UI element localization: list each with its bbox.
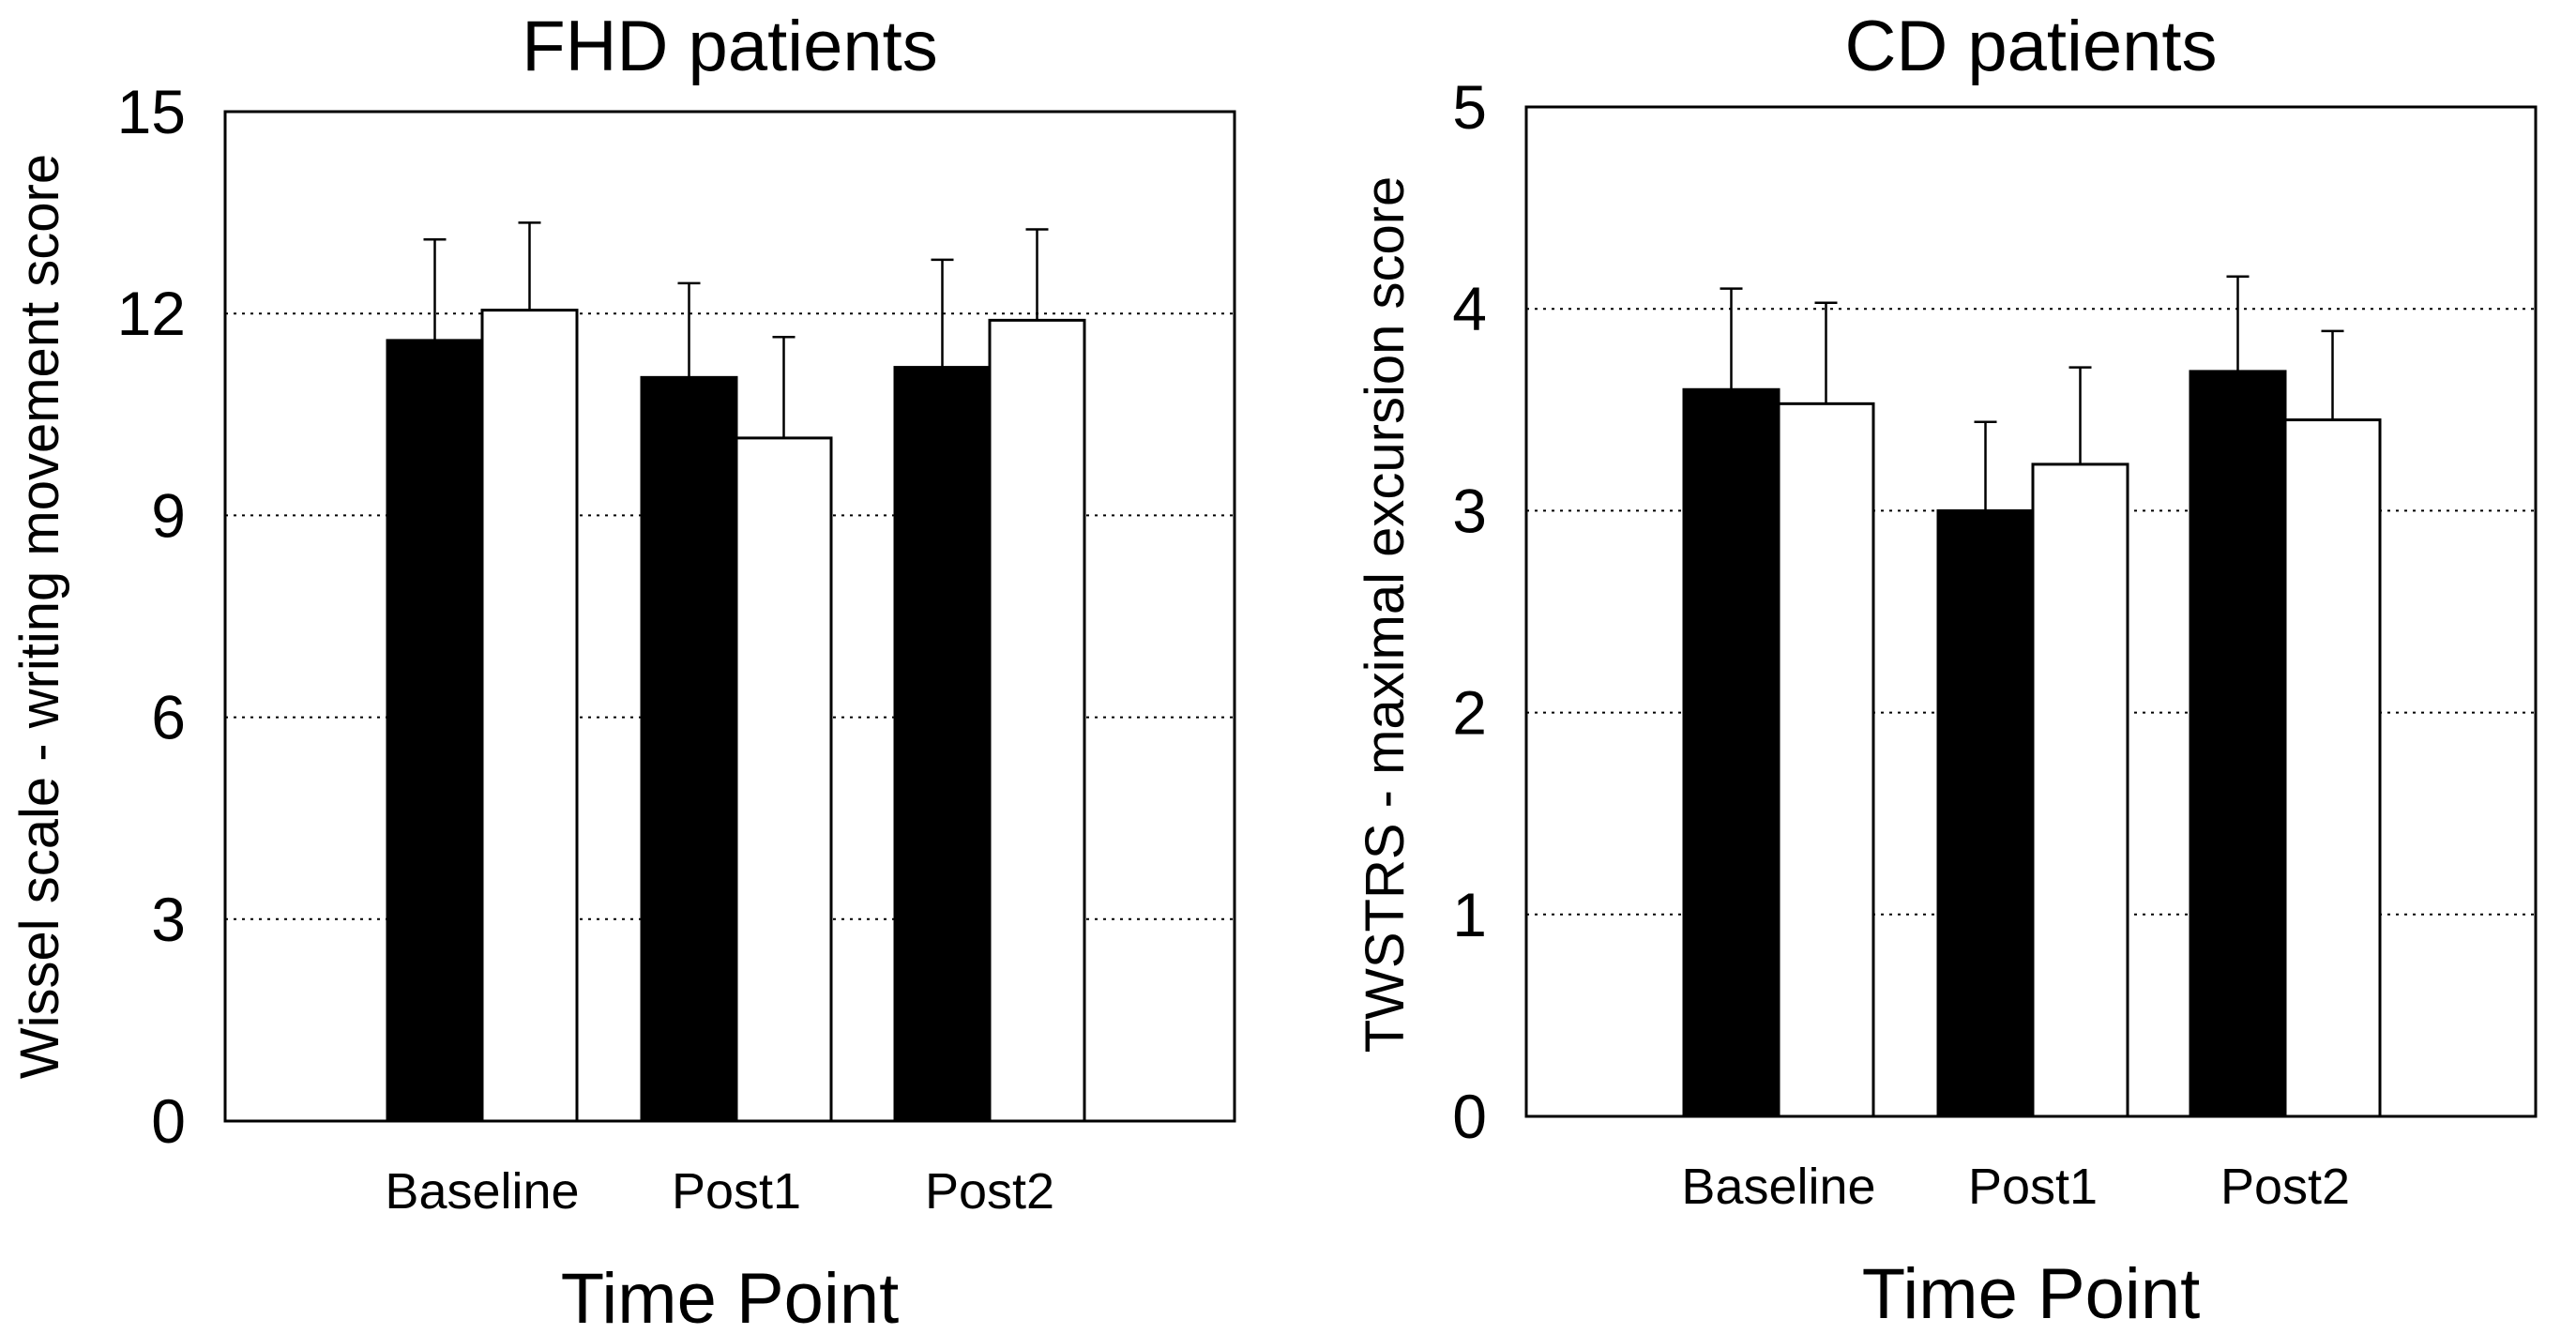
y-tick-label: 5	[1452, 72, 1487, 142]
bar	[480, 309, 579, 1123]
x-category-label: Post1	[1968, 1159, 2098, 1215]
x-category-label: Post2	[925, 1163, 1054, 1220]
fhd-chart-panel: 0 3 6 9 12 15 Baseline Post1 Post2 FHD patients…	[9, 7, 1236, 1334]
error-bars	[423, 221, 1049, 438]
y-tick-label: 3	[151, 885, 186, 954]
y-tick-label: 12	[117, 279, 186, 348]
bar	[2283, 418, 2382, 1118]
x-category-label: Baseline	[385, 1163, 579, 1220]
bar	[1936, 508, 2035, 1118]
x-category-label: Post1	[672, 1163, 801, 1220]
error-bars	[1720, 275, 2344, 511]
y-tick-label: 1	[1452, 880, 1487, 949]
chart-title: FHD patients	[522, 7, 938, 86]
bar	[735, 436, 833, 1123]
bar	[1777, 402, 1875, 1118]
x-category-label: Baseline	[1681, 1159, 1875, 1215]
x-category-label: Post2	[2220, 1159, 2350, 1215]
chart-title: CD patients	[1844, 7, 2217, 86]
cd-chart-panel: 0 1 2 3 4 5 Baseline Post1 Post2 CD patients Ti…	[1355, 7, 2538, 1334]
bar	[2189, 370, 2287, 1118]
y-axis-title: TWSTRS - maximal excursion score	[1355, 176, 1416, 1054]
y-tick-label: 9	[151, 480, 186, 550]
x-category-labels: Baseline Post1 Post2	[385, 1163, 1054, 1220]
y-tick-label: 3	[1452, 476, 1487, 545]
bar	[893, 366, 992, 1123]
y-tick-label: 0	[1452, 1082, 1487, 1151]
bars	[1682, 370, 2382, 1118]
bar	[386, 339, 484, 1123]
x-category-labels: Baseline Post1 Post2	[1681, 1159, 2350, 1215]
plot-frame	[223, 110, 1236, 1123]
bar	[1682, 387, 1780, 1118]
plot-frame	[1524, 105, 2538, 1118]
y-tick-label: 4	[1452, 274, 1487, 343]
bar	[2031, 462, 2129, 1118]
y-tick-label: 15	[117, 77, 186, 146]
y-tick-label: 2	[1452, 678, 1487, 748]
bars	[386, 309, 1086, 1123]
bar	[640, 375, 738, 1123]
x-axis-title: Time Point	[1862, 1254, 2200, 1334]
y-tick-label: 6	[151, 683, 186, 752]
bar	[988, 318, 1086, 1123]
y-tick-labels: 0 3 6 9 12 15	[117, 77, 186, 1156]
y-tick-label: 0	[151, 1086, 186, 1156]
x-axis-title: Time Point	[561, 1259, 899, 1334]
y-tick-labels: 0 1 2 3 4 5	[1452, 72, 1487, 1151]
y-axis-title: Wissel scale - writing movement score	[9, 154, 70, 1079]
